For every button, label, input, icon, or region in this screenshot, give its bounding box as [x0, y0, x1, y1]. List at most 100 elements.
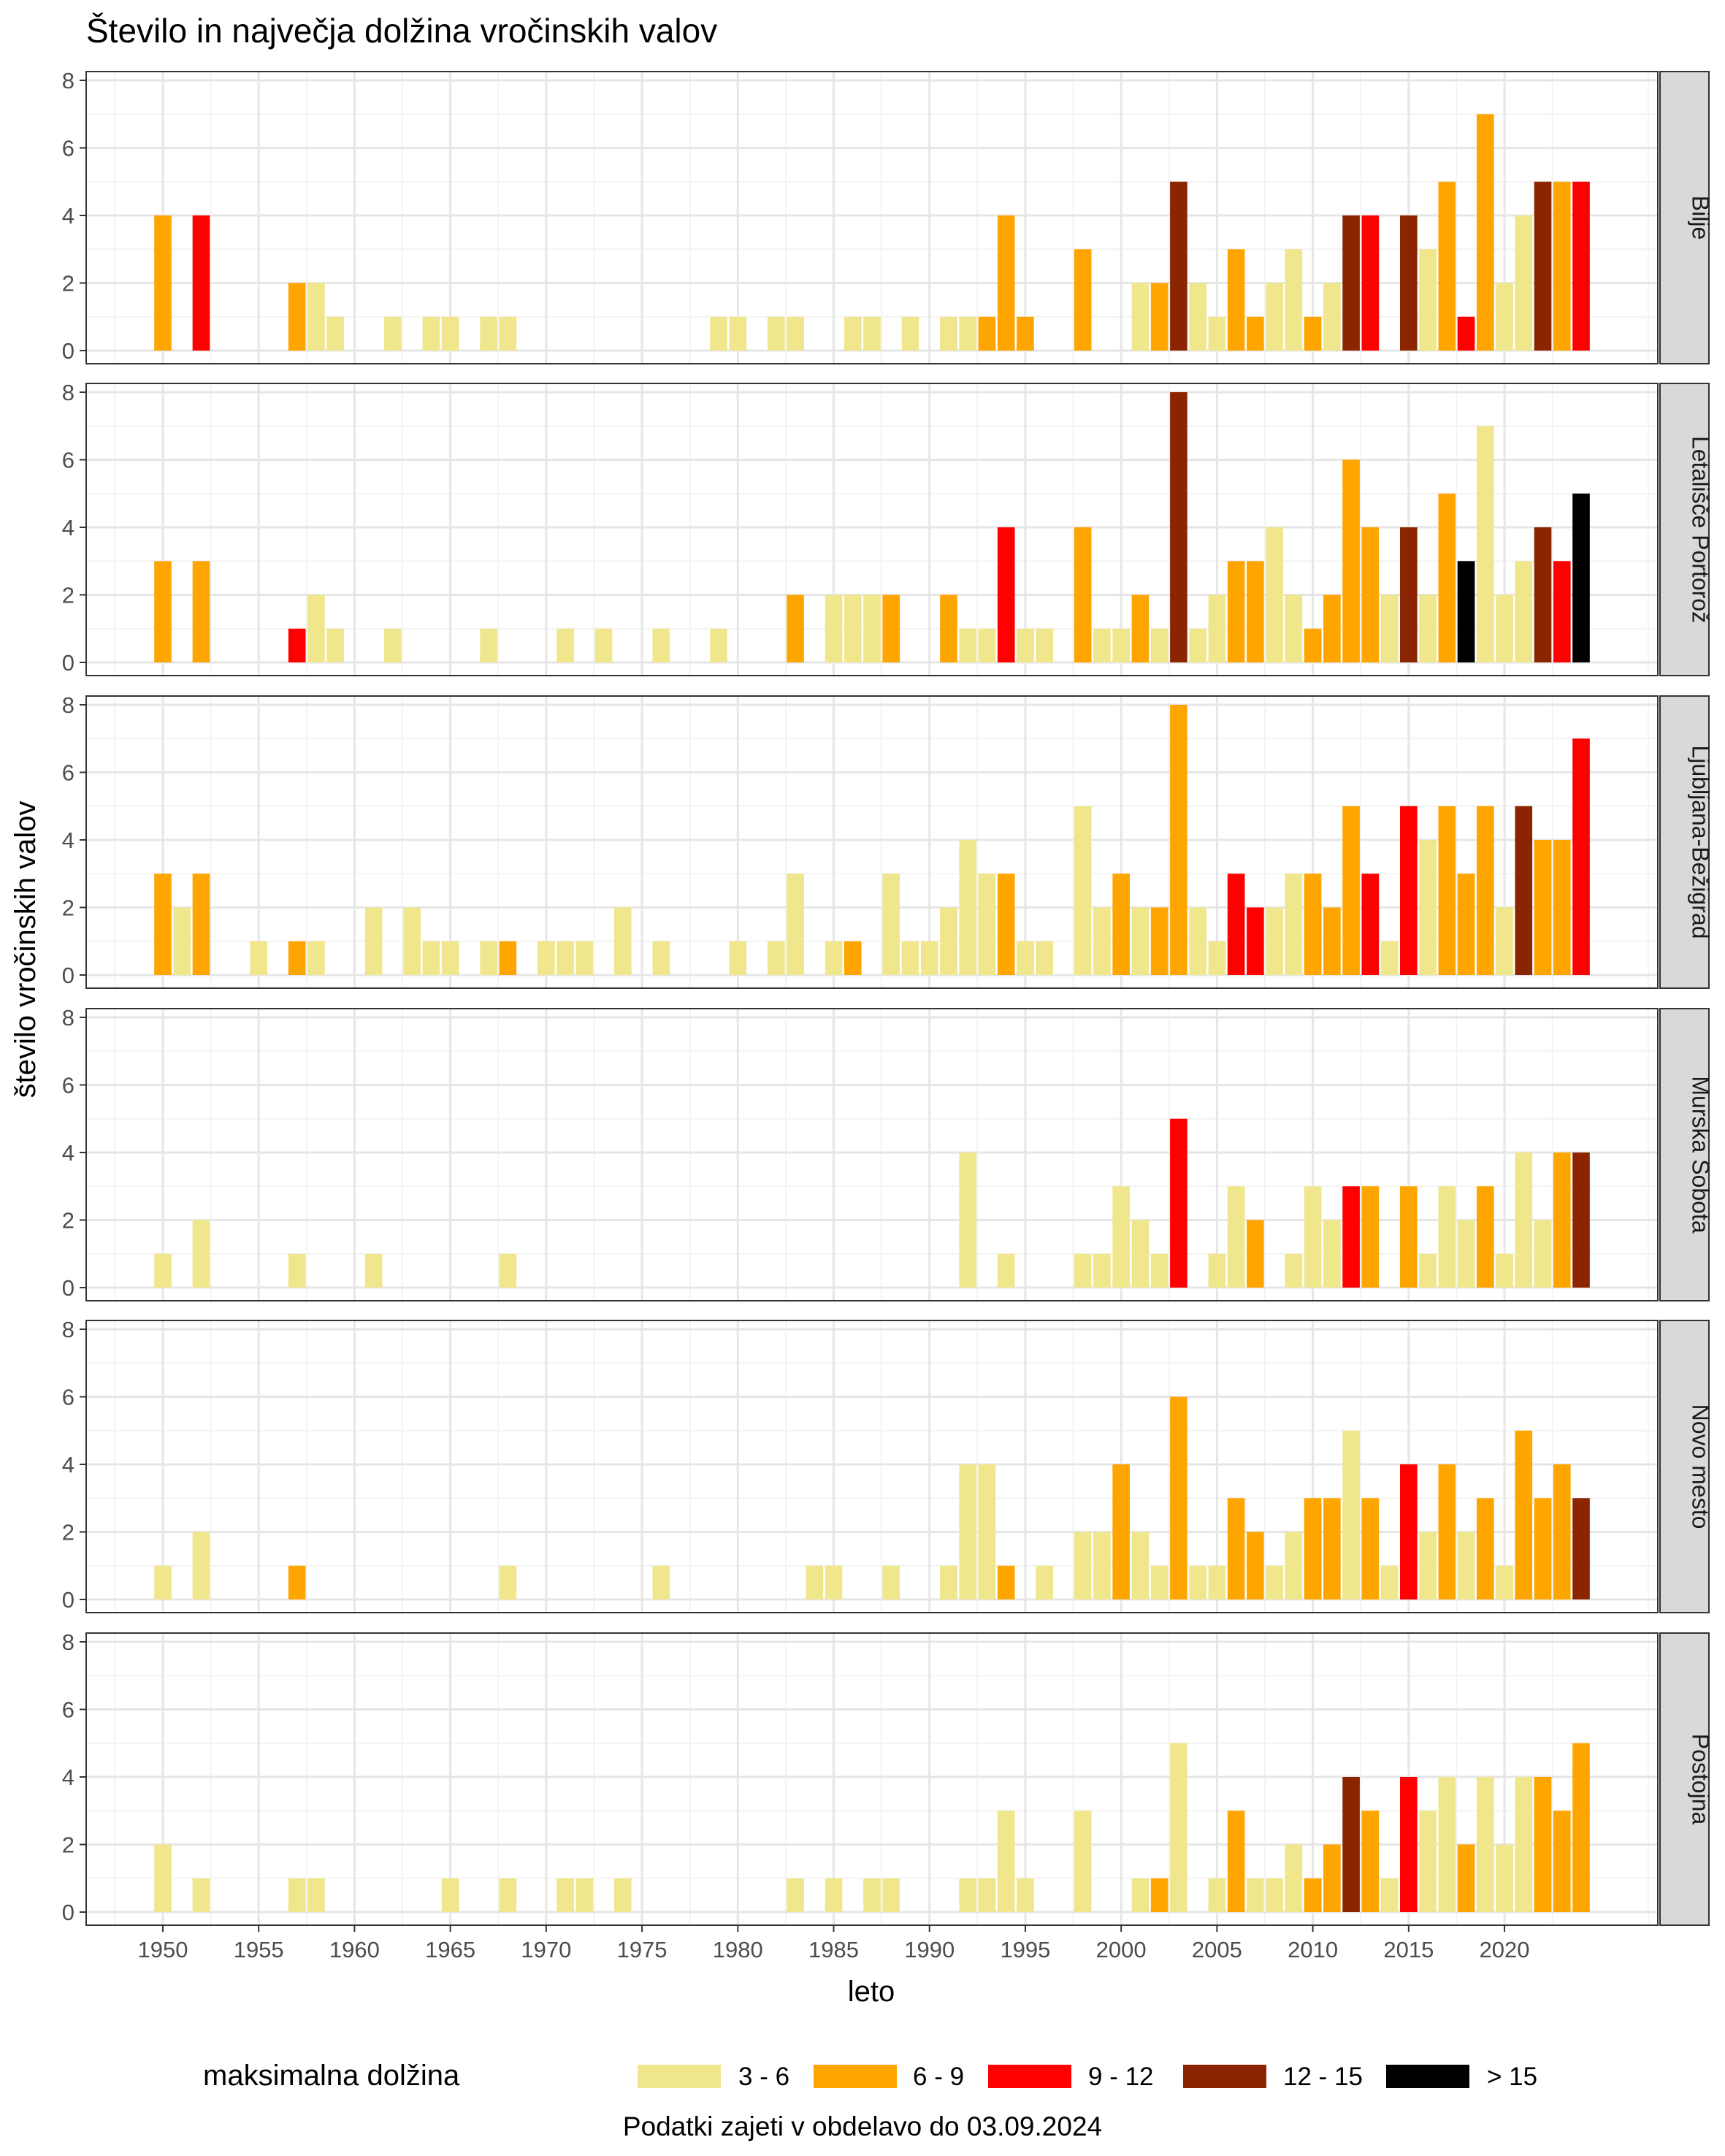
bar	[1112, 628, 1130, 662]
bar	[1170, 392, 1187, 662]
bar	[1227, 1186, 1245, 1288]
bar	[499, 316, 517, 351]
bar	[154, 1844, 172, 1912]
bar	[1227, 249, 1245, 351]
panel-2: 0 2 4 6 8 Ljubljana-Bežigrad	[62, 692, 1714, 989]
bar	[1017, 941, 1034, 975]
y-tick-label: 4	[62, 1140, 74, 1166]
bar	[1553, 1464, 1571, 1599]
y-tick-label: 8	[62, 380, 74, 405]
bar	[1017, 1878, 1034, 1912]
bar	[1419, 1811, 1437, 1912]
bar	[154, 874, 172, 975]
y-tick-label: 0	[62, 650, 74, 676]
bar	[844, 316, 862, 351]
bar	[556, 1878, 574, 1912]
bar	[288, 941, 306, 975]
bar	[538, 941, 555, 975]
bar	[1438, 181, 1456, 351]
bar	[1419, 1532, 1437, 1599]
bar	[1131, 1532, 1150, 1599]
bar	[1285, 1253, 1303, 1288]
legend-label: 9 - 12	[1088, 2063, 1154, 2091]
bar	[1304, 1186, 1322, 1288]
bar	[1131, 595, 1150, 662]
panel-background	[86, 1633, 1658, 1925]
bar	[1227, 1811, 1245, 1912]
bar	[480, 628, 497, 662]
facet-strip	[1659, 71, 1710, 364]
bar	[1093, 628, 1111, 662]
x-tick-label: 2000	[1096, 1937, 1147, 1962]
panel-border	[85, 1320, 1659, 1613]
bar	[614, 907, 632, 975]
y-tick-label: 6	[62, 448, 74, 473]
bar	[1342, 1777, 1360, 1912]
bar	[1112, 874, 1130, 975]
bar	[154, 215, 172, 351]
bar	[288, 1565, 306, 1599]
bar	[1323, 907, 1341, 975]
bar	[1266, 283, 1283, 351]
bar	[1189, 283, 1206, 351]
bar	[652, 1565, 670, 1599]
bar	[959, 1878, 977, 1912]
bar	[1380, 941, 1399, 975]
bar	[1553, 840, 1571, 975]
bar	[575, 1878, 594, 1912]
legend-label: > 15	[1487, 2063, 1537, 2091]
legend-label: 12 - 15	[1283, 2063, 1363, 2091]
y-tick-label: 8	[62, 1005, 74, 1031]
bar	[1400, 1186, 1418, 1288]
bar	[710, 628, 727, 662]
bar	[556, 628, 574, 662]
panel-background	[86, 72, 1658, 364]
bar	[1112, 1186, 1130, 1288]
bar	[1553, 1152, 1571, 1288]
bar	[1496, 1565, 1513, 1599]
bar	[1438, 1777, 1456, 1912]
bar	[307, 595, 325, 662]
bar	[1515, 215, 1533, 351]
facet-label: Novo mesto	[1688, 1404, 1714, 1529]
bar	[1438, 493, 1456, 662]
y-tick-label: 0	[62, 1900, 74, 1925]
x-tick-label: 1960	[329, 1937, 380, 1962]
bar	[1150, 1565, 1169, 1599]
bar	[1476, 114, 1494, 351]
y-tick-label: 6	[62, 1385, 74, 1410]
bar	[1400, 1777, 1418, 1912]
y-tick-label: 4	[62, 1765, 74, 1790]
y-tick-label: 4	[62, 203, 74, 229]
y-tick-label: 0	[62, 1587, 74, 1613]
bar	[1419, 840, 1437, 975]
bar	[422, 941, 440, 975]
bar	[192, 561, 210, 662]
bar	[1323, 1498, 1341, 1599]
bar	[710, 316, 727, 351]
bar	[1074, 806, 1092, 975]
panel-background	[86, 1009, 1658, 1301]
bar	[1285, 874, 1303, 975]
bar	[882, 1878, 900, 1912]
bar	[154, 561, 172, 662]
y-tick-label: 2	[62, 895, 74, 921]
y-tick-label: 6	[62, 760, 74, 786]
bar	[1150, 1878, 1169, 1912]
y-tick-label: 2	[62, 271, 74, 297]
bar	[1457, 1532, 1475, 1599]
bar	[1400, 1464, 1418, 1599]
bar	[978, 1464, 996, 1599]
bar	[920, 941, 938, 975]
bar	[1457, 316, 1475, 351]
bar	[1170, 1118, 1187, 1288]
y-tick-label: 4	[62, 515, 74, 540]
y-tick-label: 8	[62, 1317, 74, 1342]
x-tick-label: 2020	[1480, 1937, 1530, 1962]
facet-label: Letališče Portorož	[1688, 436, 1714, 623]
bar	[844, 941, 862, 975]
bar	[1476, 806, 1494, 975]
bar	[1189, 907, 1206, 975]
bar	[1304, 874, 1322, 975]
bar	[901, 316, 919, 351]
